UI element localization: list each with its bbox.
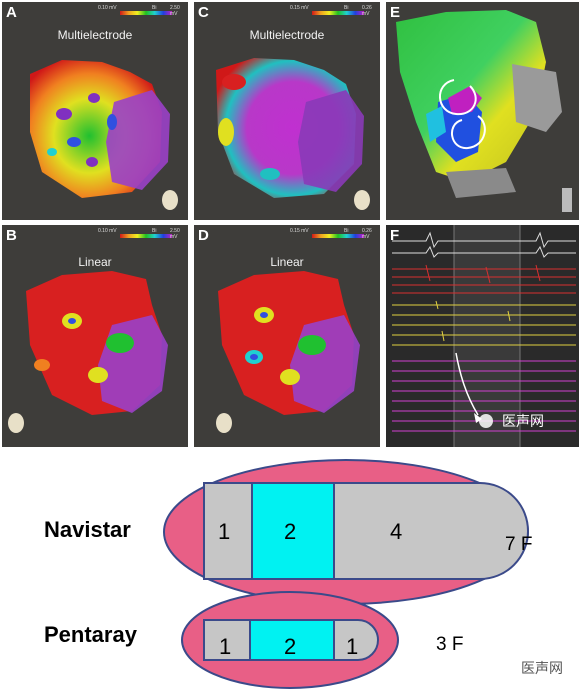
panel-watermark: 医声网 xyxy=(502,414,544,430)
panel-f: F 医声网 xyxy=(386,225,579,447)
pentaray-electrode-2 xyxy=(249,619,335,661)
voltage-map-d xyxy=(216,271,360,433)
scale-mid-label: Bi xyxy=(344,5,349,11)
scale-max-label: 0.26 mV xyxy=(362,228,372,240)
panel-letter: E xyxy=(390,4,401,21)
pentaray-electrode-3-label: 1 xyxy=(346,634,359,659)
scale-max-label: 2.50 mV xyxy=(170,5,180,17)
pentaray-electrode-2-label: 2 xyxy=(284,634,297,659)
heart-icon xyxy=(354,190,370,210)
panel-letter: D xyxy=(198,227,209,244)
color-scale-bar xyxy=(312,11,364,15)
catheter-diagram xyxy=(163,459,529,689)
pentaray-label: Pentaray xyxy=(44,622,137,647)
scale-min-label: 0.10 mV xyxy=(98,228,117,234)
panel-d: D 0.15 mV Bi 0.26 mV Linear xyxy=(194,225,380,447)
voltage-map-b xyxy=(8,271,168,433)
scale-max-label: 2.50 mV xyxy=(170,228,180,240)
panel-b: B 0.10 mV Bi 2.50 mV Linear xyxy=(2,225,188,447)
panel-title: Linear xyxy=(78,255,112,269)
bottom-watermark: 医声网 xyxy=(521,661,563,677)
activation-map-e xyxy=(396,10,572,212)
color-scale-bar xyxy=(120,11,172,15)
panel-e: E xyxy=(386,2,579,220)
navistar-electrode-2-label: 2 xyxy=(284,519,297,544)
panel-title: Multielectrode xyxy=(249,28,325,42)
scale-mid-label: Bi xyxy=(152,5,157,11)
navistar-electrode-1 xyxy=(203,482,253,580)
scale-min-label: 0.15 mV xyxy=(290,228,309,234)
pentaray-electrode-1 xyxy=(203,619,251,661)
scale-max-label: 0.26 mV xyxy=(362,5,372,17)
scale-min-label: 0.10 mV xyxy=(98,5,117,11)
panel-title: Multielectrode xyxy=(57,28,133,42)
heart-icon xyxy=(216,413,232,433)
panel-a: A 0.10 mV Bi 2.50 mV Multielectrode xyxy=(2,2,188,220)
color-scale-bar xyxy=(120,234,172,238)
navistar-label: Navistar xyxy=(44,517,131,542)
panel-letter: A xyxy=(6,4,17,21)
panel-letter: C xyxy=(198,4,209,21)
scale-min-label: 0.15 mV xyxy=(290,5,309,11)
electrogram-tracings xyxy=(392,225,576,447)
wechat-icon xyxy=(479,414,493,428)
panel-title: Linear xyxy=(270,255,304,269)
panel-letter: F xyxy=(390,227,400,244)
heart-icon xyxy=(162,190,178,210)
color-scale-bar xyxy=(312,234,364,238)
pentaray-size-label: 3 F xyxy=(436,634,464,655)
navistar-size-label: 7 F xyxy=(505,534,533,555)
panel-letter: B xyxy=(6,227,17,244)
voltage-map-c xyxy=(216,58,370,210)
scale-mid-label: Bi xyxy=(152,228,157,234)
navistar-electrode-2 xyxy=(251,482,335,580)
heart-icon xyxy=(8,413,24,433)
navistar-electrode-4-label: 4 xyxy=(390,519,403,544)
navistar-electrode-1-label: 1 xyxy=(218,519,231,544)
pentaray-electrode-1-label: 1 xyxy=(219,634,232,659)
scale-mid-label: Bi xyxy=(344,228,349,234)
panel-c: C 0.15 mV Bi 0.26 mV Multielectrode xyxy=(194,2,380,220)
voltage-map-a xyxy=(30,60,178,210)
